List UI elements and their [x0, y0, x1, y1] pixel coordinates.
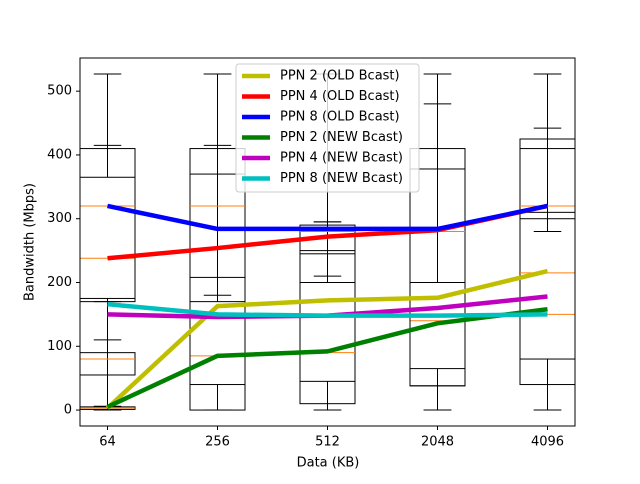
x-tick-label: 256 — [205, 435, 230, 450]
series-line — [107, 203, 548, 232]
series-line — [107, 301, 548, 318]
y-tick-label: 200 — [47, 275, 72, 290]
legend-box — [235, 63, 420, 193]
y-tick-label: 300 — [47, 211, 72, 226]
series-line — [106, 307, 548, 409]
box — [189, 173, 246, 278]
box — [409, 168, 466, 387]
box — [79, 176, 136, 299]
y-axis-label: Bandwidth (Mbps) — [23, 183, 38, 301]
legend-label: PPN 8 (OLD Bcast) — [280, 110, 400, 125]
x-tick-label: 2048 — [421, 435, 454, 450]
legend-label: PPN 2 (OLD Bcast) — [280, 69, 400, 84]
y-tick-label: 100 — [47, 339, 72, 354]
legend-label: PPN 2 (NEW Bcast) — [280, 130, 403, 145]
y-tick-label: 400 — [47, 147, 72, 162]
plot-frame — [79, 57, 576, 427]
y-tick-label: 0 — [64, 403, 72, 418]
x-tick-label: 512 — [315, 435, 340, 450]
box — [519, 218, 576, 360]
x-tick-label: 64 — [99, 435, 116, 450]
legend-label: PPN 4 (OLD Bcast) — [280, 89, 400, 104]
box — [299, 281, 356, 382]
x-tick-label: 4096 — [531, 435, 564, 450]
series-line — [105, 268, 549, 410]
legend-label: PPN 8 (NEW Bcast) — [280, 171, 403, 186]
legend-label: PPN 4 (NEW Bcast) — [280, 151, 403, 166]
y-tick-label: 500 — [47, 84, 72, 99]
x-axis-label: Data (KB) — [297, 456, 360, 471]
